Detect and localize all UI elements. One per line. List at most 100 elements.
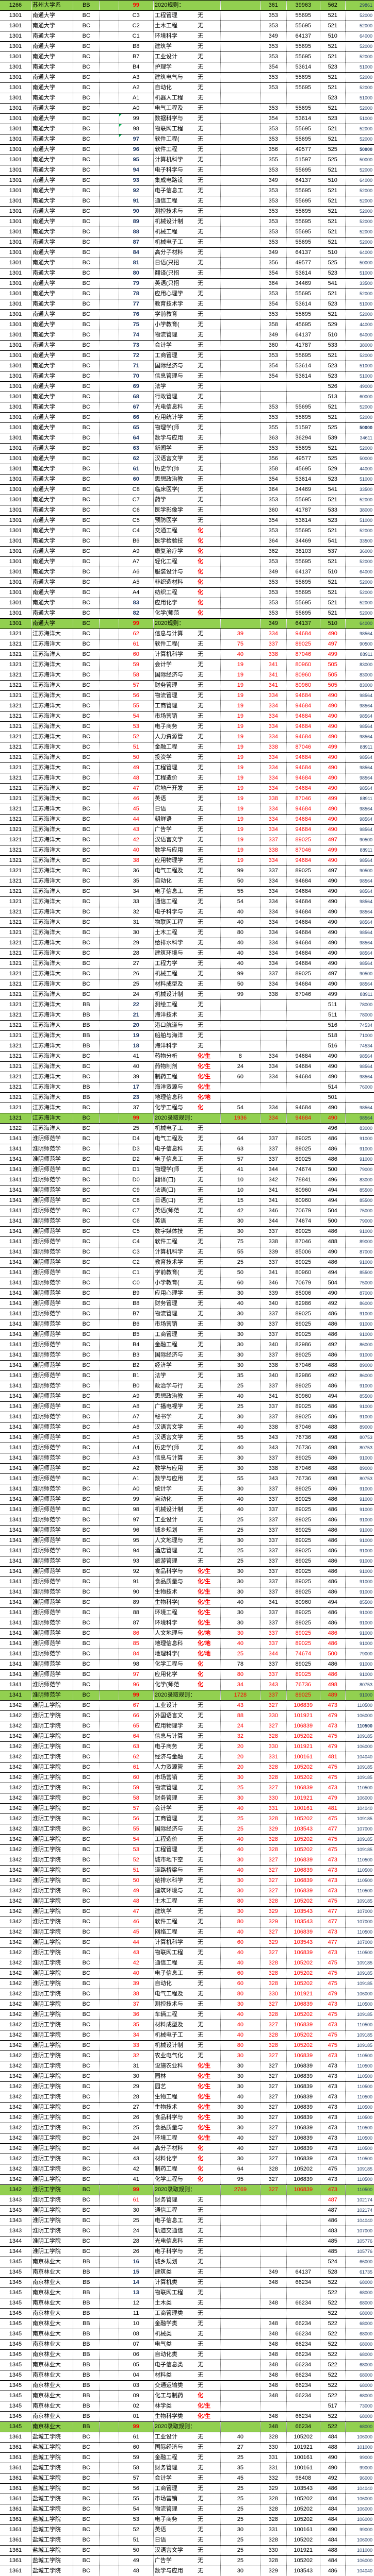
cell-conv[interactable]: 479	[320, 1741, 346, 1752]
cell-zycode[interactable]: 31	[119, 2061, 154, 2072]
cell-zyname[interactable]: 地理信息科	[153, 1638, 197, 1649]
cell-school[interactable]: 南京林业大	[31, 2370, 74, 2381]
cell-xuanke[interactable]: 无	[197, 1309, 221, 1319]
cell-kelei[interactable]: BC	[73, 2143, 100, 2154]
cell-conv[interactable]: 473	[320, 1855, 346, 1866]
cell-blank1[interactable]	[99, 639, 119, 650]
cell-code[interactable]: 1341	[0, 1504, 31, 1515]
cell-rank[interactable]: 106839	[286, 1927, 320, 1938]
cell-fee[interactable]: 91000	[345, 1319, 374, 1330]
cell-school[interactable]: 南通大学	[31, 361, 74, 371]
cell-zycode[interactable]: 26	[119, 2246, 154, 2257]
cell-rank[interactable]: 36294	[286, 433, 320, 444]
cell-score[interactable]: 328	[260, 1762, 287, 1773]
table-row[interactable]: 1321 江苏海洋大 BC 46 英语无 19 338 87046 499 88911	[0, 793, 374, 804]
cell-plan[interactable]	[220, 237, 261, 248]
table-row[interactable]: 1301 南通大学 BC 76 学前教育无 353 55695 521 52000	[0, 309, 374, 320]
cell-score[interactable]	[260, 1020, 287, 1031]
cell-xuanke[interactable]: 无	[197, 711, 221, 722]
cell-fee[interactable]: 51000	[345, 268, 374, 279]
cell-xuanke[interactable]: 无	[197, 927, 221, 938]
cell-plan[interactable]	[220, 2236, 261, 2247]
cell-school[interactable]: 淮阴师范学	[31, 1484, 74, 1495]
cell-code[interactable]: 1341	[0, 1381, 31, 1392]
cell-plan[interactable]	[220, 1030, 261, 1041]
cell-school[interactable]: 淮阴师范学	[31, 1535, 74, 1546]
cell-score[interactable]: 334	[260, 711, 287, 722]
cell-code[interactable]: 1341	[0, 1288, 31, 1299]
cell-kelei[interactable]: BC	[73, 577, 100, 588]
cell-code[interactable]: 1342	[0, 1824, 31, 1835]
cell-score[interactable]: 328	[260, 1844, 287, 1855]
cell-fee[interactable]: 98564	[345, 876, 374, 887]
cell-school[interactable]: 江苏海洋大	[31, 886, 74, 897]
cell-zyname[interactable]: 康复治疗学	[153, 546, 197, 557]
cell-plan[interactable]: 60	[220, 1278, 261, 1289]
table-row[interactable]: 1321 江苏海洋大 BC 43 广告学无 19 334 94684 490 98564	[0, 824, 374, 835]
cell-fee[interactable]: 110500	[345, 1865, 374, 1876]
cell-conv[interactable]: 486	[320, 1453, 346, 1464]
rule-cell-code[interactable]: 1345	[0, 2421, 31, 2432]
cell-plan[interactable]: 35	[220, 2463, 261, 2473]
cell-score[interactable]: 330	[260, 1741, 287, 1752]
cell-zyname[interactable]: 计算机科学	[153, 649, 197, 660]
cell-rank[interactable]: 105202	[286, 1731, 320, 1742]
cell-fee[interactable]: 110500	[345, 2020, 374, 2030]
table-row[interactable]: 1301 南通大学 BC 78 应用心理学无 353 55695 521 52000	[0, 289, 374, 299]
cell-kelei[interactable]: BC	[73, 1247, 100, 1258]
cell-code[interactable]: 1361	[0, 2524, 31, 2535]
cell-zycode[interactable]: C2	[119, 21, 154, 31]
table-row[interactable]: 1341 淮阴师范学 BC 98 机械设计制无 40 337 89025 486 91000	[0, 1504, 374, 1515]
cell-zycode[interactable]: 51	[119, 1865, 154, 1876]
cell-zyname[interactable]: 海洋技术	[153, 1010, 197, 1021]
cell-code[interactable]: 1345	[0, 2267, 31, 2278]
cell-rank[interactable]	[286, 1123, 320, 1134]
cell-fee[interactable]: 52000	[345, 41, 374, 52]
cell-kelei[interactable]: BC	[73, 113, 100, 124]
cell-school[interactable]: 南通大学	[31, 567, 74, 578]
cell-score[interactable]: 337	[260, 1515, 287, 1526]
cell-code[interactable]: 1341	[0, 1453, 31, 1464]
cell-rank[interactable]: 94684	[286, 948, 320, 959]
cell-kelei[interactable]: BC	[73, 2020, 100, 2030]
cell-conv[interactable]: 486	[320, 1556, 346, 1567]
cell-fee[interactable]: 52000	[345, 185, 374, 196]
rule-cell-code[interactable]: 1301	[0, 618, 31, 629]
cell-blank1[interactable]	[99, 2432, 119, 2443]
cell-school[interactable]: 淮阴工学院	[31, 2174, 74, 2185]
cell-xuanke[interactable]: 无	[197, 1515, 221, 1526]
cell-fee[interactable]: 61735	[345, 2267, 374, 2278]
cell-zycode[interactable]: 29	[119, 938, 154, 948]
cell-score[interactable]: 338	[260, 845, 287, 856]
cell-zyname[interactable]: 电子信息工	[153, 1968, 197, 1979]
cell-plan[interactable]: 80	[220, 2040, 261, 2051]
cell-zycode[interactable]: 56	[119, 1814, 154, 1824]
cell-xuanke[interactable]: 无	[197, 1710, 221, 1721]
cell-plan[interactable]: 25	[220, 1525, 261, 1536]
cell-zycode[interactable]: 93	[119, 175, 154, 186]
cell-plan[interactable]: 19	[220, 690, 261, 701]
rule-cell-blank1[interactable]	[99, 1690, 119, 1701]
cell-rank[interactable]: 89025	[286, 1566, 320, 1577]
cell-xuanke[interactable]: 无	[197, 2432, 221, 2443]
cell-plan[interactable]	[220, 2411, 261, 2422]
cell-zycode[interactable]: 86	[119, 1628, 154, 1639]
cell-plan[interactable]: 25	[220, 1556, 261, 1567]
cell-score[interactable]: 353	[260, 103, 287, 114]
cell-school[interactable]: 淮阴工学院	[31, 1968, 74, 1979]
table-row[interactable]: 1301 南通大学 BC C2 土木工程无 353 55695 521 52000	[0, 21, 374, 31]
cell-zyname[interactable]: 市场营销	[153, 1319, 197, 1330]
cell-rank[interactable]: 94684	[286, 927, 320, 938]
cell-zyname[interactable]: 工商管理类	[153, 2308, 197, 2319]
cell-plan[interactable]	[220, 2308, 261, 2319]
cell-zycode[interactable]: A7	[119, 556, 154, 567]
cell-zycode[interactable]: C5	[119, 1226, 154, 1237]
cell-zycode[interactable]: 32	[119, 907, 154, 918]
cell-zyname[interactable]: 电子信息工	[153, 1154, 197, 1165]
rule-cell-fee[interactable]: 98564	[345, 1113, 374, 1124]
cell-fee[interactable]: 109185	[345, 2164, 374, 2175]
cell-code[interactable]: 1341	[0, 1535, 31, 1546]
cell-school[interactable]: 南通大学	[31, 536, 74, 547]
cell-rank[interactable]: 89025	[286, 1515, 320, 1526]
table-row[interactable]: 1361 盐城工学院 BC 49 广告学无 25 328 105202 484 106000	[0, 2555, 374, 2566]
